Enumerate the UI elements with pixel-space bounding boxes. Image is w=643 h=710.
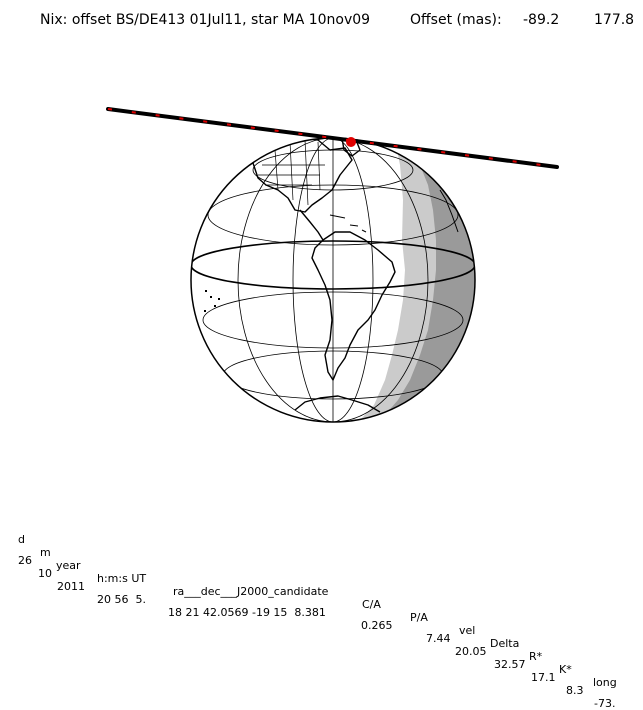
title-main: Nix: offset BS/DE413 01Jul11, star MA 10… [40,12,371,28]
offset-dec-value: 177.8 [594,12,635,28]
val-delta: 32.57 [494,658,526,671]
table-value-row: 26 10 2011 20 56 5. 18 21 42.0569 -19 15… [0,541,615,710]
caribbean-islands [329,214,367,233]
val-kstar: 8.3 [566,684,584,697]
col-pa: P/A [410,611,428,624]
offset-ra-value: -89.2 [523,12,560,28]
col-time: h:m:s UT [97,572,147,585]
val-radec: 18 21 42.0569 -19 15 8.381 [168,606,326,619]
val-rstar: 17.1 [531,671,556,684]
col-long: long [593,676,617,689]
val-vel: 20.05 [455,645,487,658]
africa-coast [439,189,459,233]
closest-approach-marker [346,137,356,147]
val-ca: 0.265 [361,619,393,632]
col-delta: Delta [490,637,520,650]
col-vel: vel [459,624,476,637]
col-rstar: R* [529,650,543,663]
col-day: d [18,533,25,546]
antarctica-coast [294,395,381,413]
occultation-globe-map [106,107,559,423]
val-long: -73. [594,697,616,710]
val-month: 10 [38,567,52,580]
col-radec: ra___dec___J2000_candidate [173,585,329,598]
offset-label: Offset (mas): [410,12,502,28]
val-day: 26 [18,554,32,567]
val-pa: 7.44 [426,632,451,645]
central-america-coast [299,209,324,241]
us-states-grid [258,139,325,206]
pacific-islands [204,290,220,312]
val-year: 2011 [57,580,85,593]
col-year: year [56,559,81,572]
col-kstar: K* [559,663,572,676]
globe [190,137,476,423]
equator [191,240,475,290]
col-ca: C/A [362,598,381,611]
col-month: m [40,546,51,559]
south-america-coast [311,231,396,381]
shadow-track [106,107,559,169]
coastlines [251,138,459,413]
val-time: 20 56 5. [97,593,146,606]
